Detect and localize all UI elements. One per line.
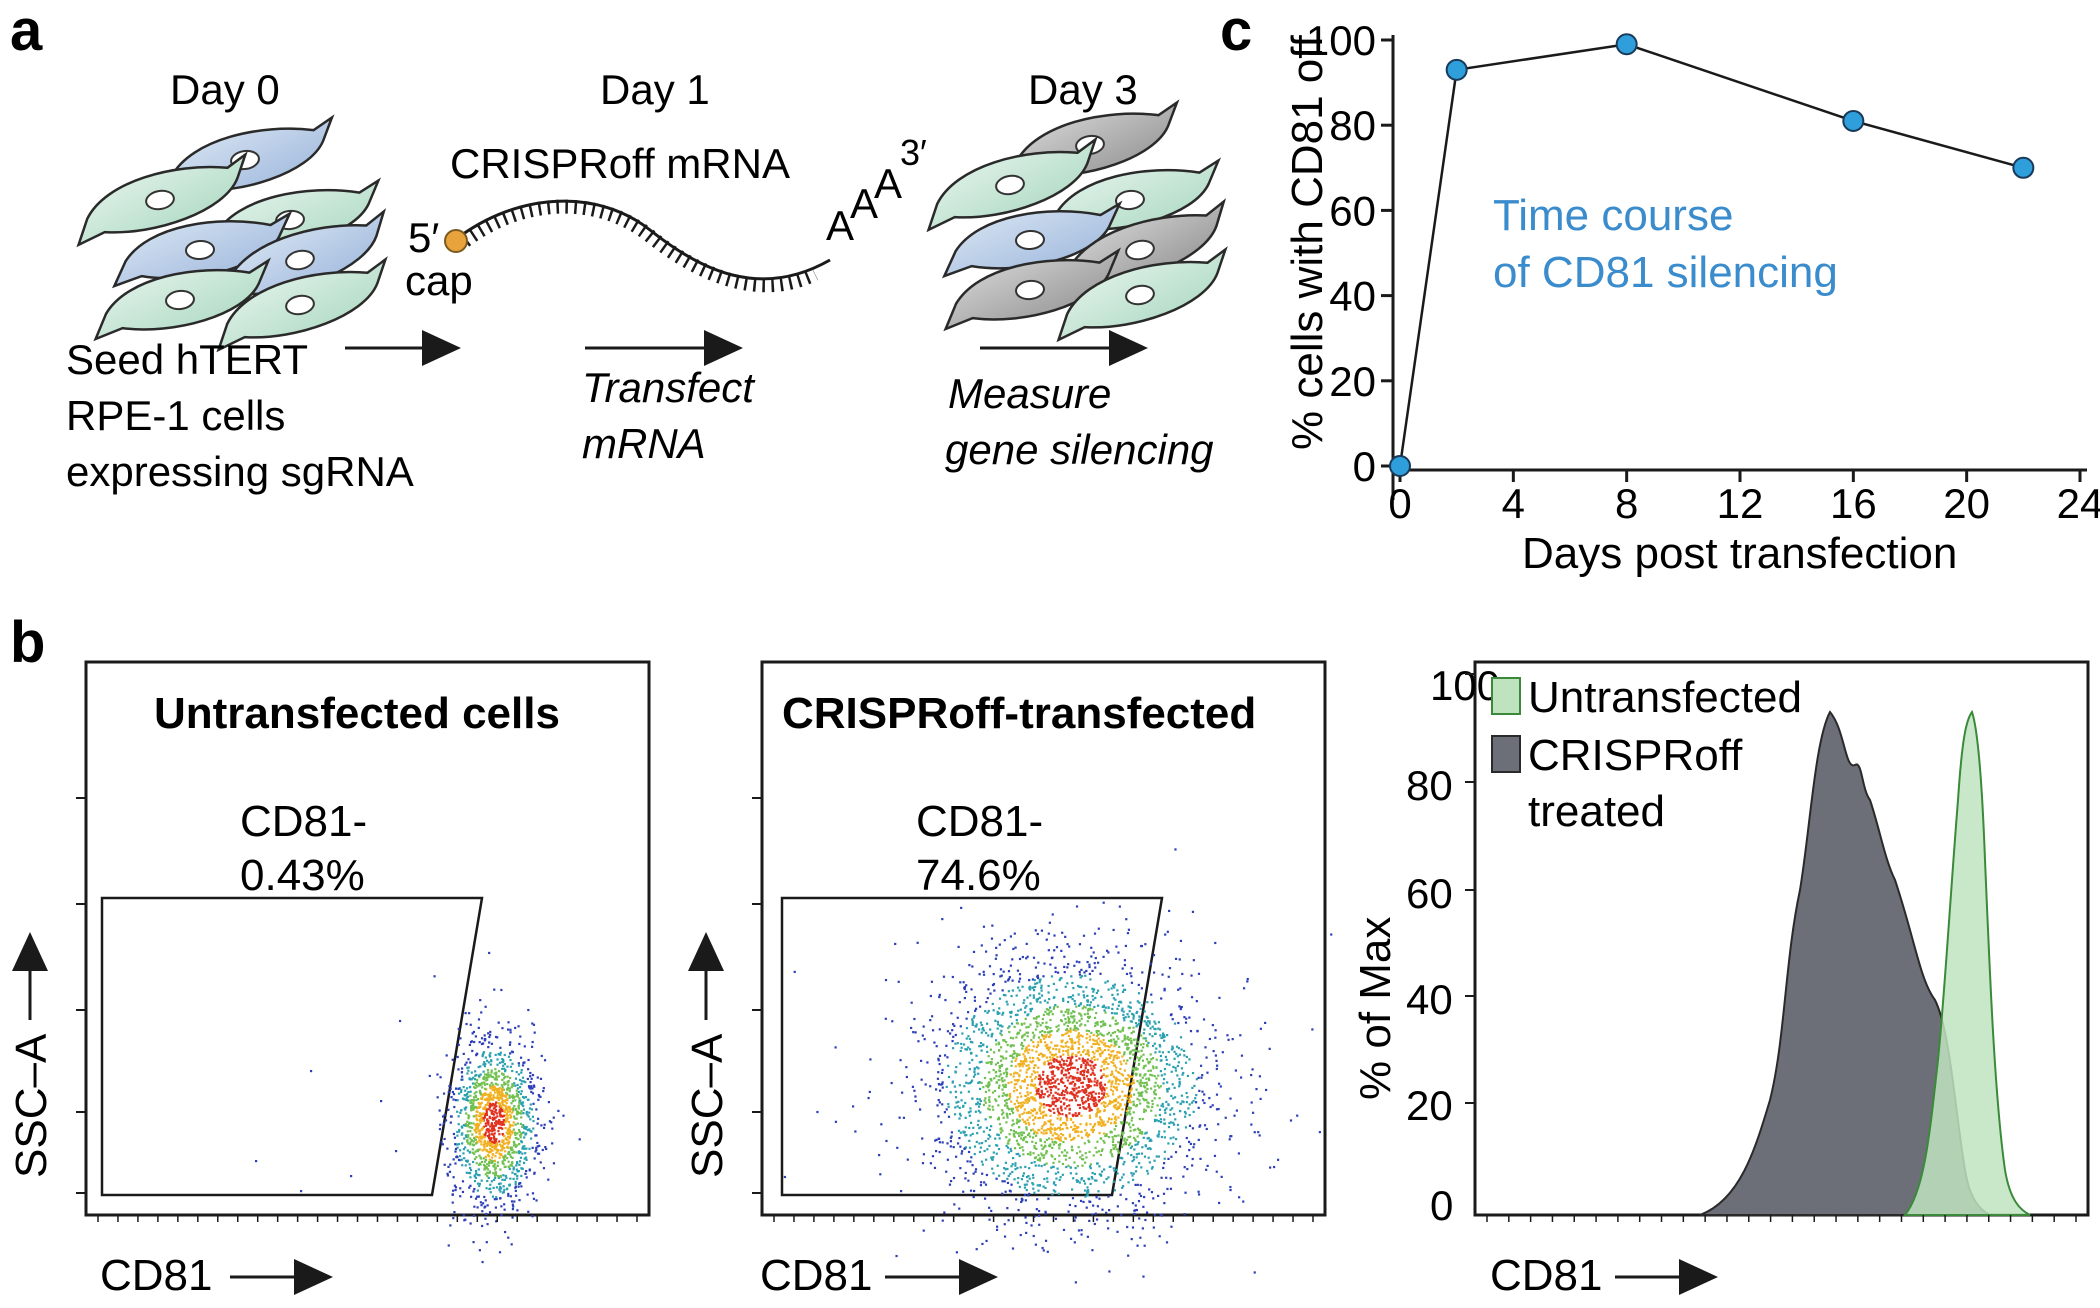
svg-text:20: 20 — [1406, 1082, 1453, 1129]
y-tick-label: 80 — [1329, 102, 1376, 149]
scatter1-title: Untransfected cells — [154, 689, 560, 738]
scatter2-gate — [780, 896, 1164, 1197]
three-prime-label: 3′ — [900, 132, 927, 173]
scatter1-gate-name: CD81- — [240, 797, 367, 846]
svg-text:A: A — [826, 202, 854, 249]
scatter1-ylabel: SSC–A — [7, 1033, 56, 1178]
svg-text:60: 60 — [1406, 870, 1453, 917]
scatter2-events — [783, 848, 1333, 1284]
chart-annotation-line2: of CD81 silencing — [1493, 248, 1838, 297]
data-point — [1389, 455, 1411, 477]
svg-text:A: A — [874, 160, 902, 207]
x-tick-label: 12 — [1717, 480, 1764, 527]
legend-crisproff-swatch — [1491, 735, 1521, 773]
panel-b-letter: b — [10, 610, 45, 675]
legend-crisproff-label: CRISPRoff — [1528, 731, 1743, 780]
day0-cell-cluster — [66, 116, 398, 352]
scatter2-ylabel: SSC–A — [683, 1033, 732, 1178]
data-point — [1615, 33, 1638, 56]
scatter2-gate-pct: 74.6% — [916, 851, 1041, 900]
scatter-plot-crisproff: CRISPRoff-transfected CD81- 74.6% SSC–A … — [683, 660, 1333, 1300]
day1-label: Day 1 — [600, 66, 710, 113]
svg-text:40: 40 — [1406, 976, 1453, 1023]
histogram-xlabel: CD81 — [1490, 1251, 1603, 1300]
scatter1-gate-pct: 0.43% — [240, 851, 365, 900]
seed-caption: Seed hTERT RPE-1 cells expressing sgRNA — [66, 336, 414, 495]
histogram-untransfected-curve — [1902, 709, 2031, 1216]
scatter2-gate-name: CD81- — [916, 797, 1043, 846]
legend-untransfected-swatch — [1491, 677, 1521, 715]
chart-annotation-line1: Time course — [1493, 191, 1733, 240]
data-point — [1445, 58, 1468, 81]
scatter-plot-untransfected: Untransfected cells CD81- 0.43% SSC–A CD… — [7, 660, 651, 1300]
histogram-ylabel: % of Max — [1351, 917, 1400, 1100]
scatter1-gate — [100, 896, 484, 1197]
svg-text:80: 80 — [1406, 762, 1453, 809]
panel-c-letter: c — [1220, 0, 1252, 63]
mrna-label: CRISPRoff mRNA — [450, 140, 790, 187]
histogram-yticks: 100 80 60 40 20 0 — [1406, 662, 1500, 1229]
y-tick-label: 100 — [1306, 17, 1376, 64]
legend-crisproff-label-2: treated — [1528, 787, 1665, 836]
x-tick-label: 20 — [1943, 480, 1990, 527]
svg-text:Measure: Measure — [948, 370, 1111, 417]
cap-label: cap — [405, 257, 473, 304]
chart-y-axis-label: % cells with CD81 off — [1283, 34, 1332, 450]
scatter1-events — [255, 951, 581, 1264]
x-tick-label: 8 — [1615, 480, 1638, 527]
five-prime-cap-icon — [444, 229, 468, 253]
chart-x-axis-label: Days post transfection — [1522, 529, 1957, 578]
scatter2-xlabel: CD81 — [760, 1251, 873, 1300]
x-tick-label: 24 — [2057, 480, 2100, 527]
y-tick-label: 0 — [1353, 443, 1376, 490]
y-tick-label: 60 — [1329, 187, 1376, 234]
svg-text:expressing sgRNA: expressing sgRNA — [66, 448, 414, 495]
svg-text:100: 100 — [1430, 662, 1500, 709]
svg-text:Seed hTERT: Seed hTERT — [66, 336, 308, 383]
data-point — [2012, 156, 2035, 179]
x-tick-label: 16 — [1830, 480, 1877, 527]
time-course-chart: % cells with CD81 off Days post transfec… — [1283, 17, 2100, 578]
x-tick-label: 0 — [1388, 480, 1411, 527]
polyA-tail: A A A — [826, 160, 902, 249]
scatter2-title: CRISPRoff-transfected — [782, 689, 1256, 738]
scatter1-xlabel: CD81 — [100, 1251, 213, 1300]
log-axis-ticks — [76, 797, 2077, 1222]
day3-cell-cluster — [916, 101, 1238, 342]
svg-text:A: A — [850, 180, 878, 227]
x-tick-label: 4 — [1502, 480, 1525, 527]
data-point — [1842, 109, 1865, 132]
legend-untransfected-label: Untransfected — [1528, 673, 1802, 722]
panel-a-letter: a — [10, 0, 43, 63]
five-prime-label: 5′ — [408, 214, 439, 261]
y-tick-label: 40 — [1329, 273, 1376, 320]
svg-text:0: 0 — [1430, 1182, 1453, 1229]
mrna-strand — [454, 199, 831, 293]
y-tick-label: 20 — [1329, 358, 1376, 405]
svg-text:Transfect: Transfect — [582, 364, 756, 411]
day3-label: Day 3 — [1028, 66, 1138, 113]
measure-caption: Measure gene silencing — [945, 370, 1214, 473]
day0-label: Day 0 — [170, 66, 280, 113]
transfect-caption: Transfect mRNA — [582, 364, 756, 467]
cd81-histogram: % of Max 100 80 60 40 20 0 Untransfected… — [1351, 660, 2090, 1300]
svg-text:RPE-1 cells: RPE-1 cells — [66, 392, 285, 439]
svg-text:mRNA: mRNA — [582, 420, 706, 467]
svg-text:gene silencing: gene silencing — [945, 426, 1214, 473]
